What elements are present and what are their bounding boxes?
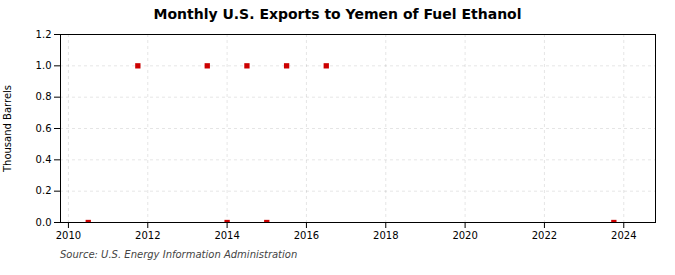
svg-text:2018: 2018 [373, 230, 398, 241]
svg-text:1.2: 1.2 [36, 29, 52, 40]
svg-text:Thousand Barrels: Thousand Barrels [2, 85, 13, 173]
svg-text:2022: 2022 [532, 230, 557, 241]
svg-text:0.2: 0.2 [36, 185, 52, 196]
svg-text:1.0: 1.0 [36, 60, 52, 71]
svg-text:0.0: 0.0 [36, 217, 52, 228]
svg-text:2010: 2010 [56, 230, 81, 241]
svg-text:0.4: 0.4 [36, 154, 52, 165]
svg-text:0.8: 0.8 [36, 91, 52, 102]
html-text:Source: U.S. Energy Informatio: Source: U.S. Energy Information Administ… [60, 249, 298, 260]
html-text:Monthly U.S. Exports to Yemen: Monthly U.S. Exports to Yemen of Fuel Et… [153, 6, 522, 22]
svg-text:2020: 2020 [452, 230, 477, 241]
svg-text:2014: 2014 [214, 230, 239, 241]
svg-text:2024: 2024 [611, 230, 636, 241]
svg-text:0.6: 0.6 [36, 123, 52, 134]
svg-text:2012: 2012 [135, 230, 160, 241]
svg-text:2016: 2016 [294, 230, 319, 241]
